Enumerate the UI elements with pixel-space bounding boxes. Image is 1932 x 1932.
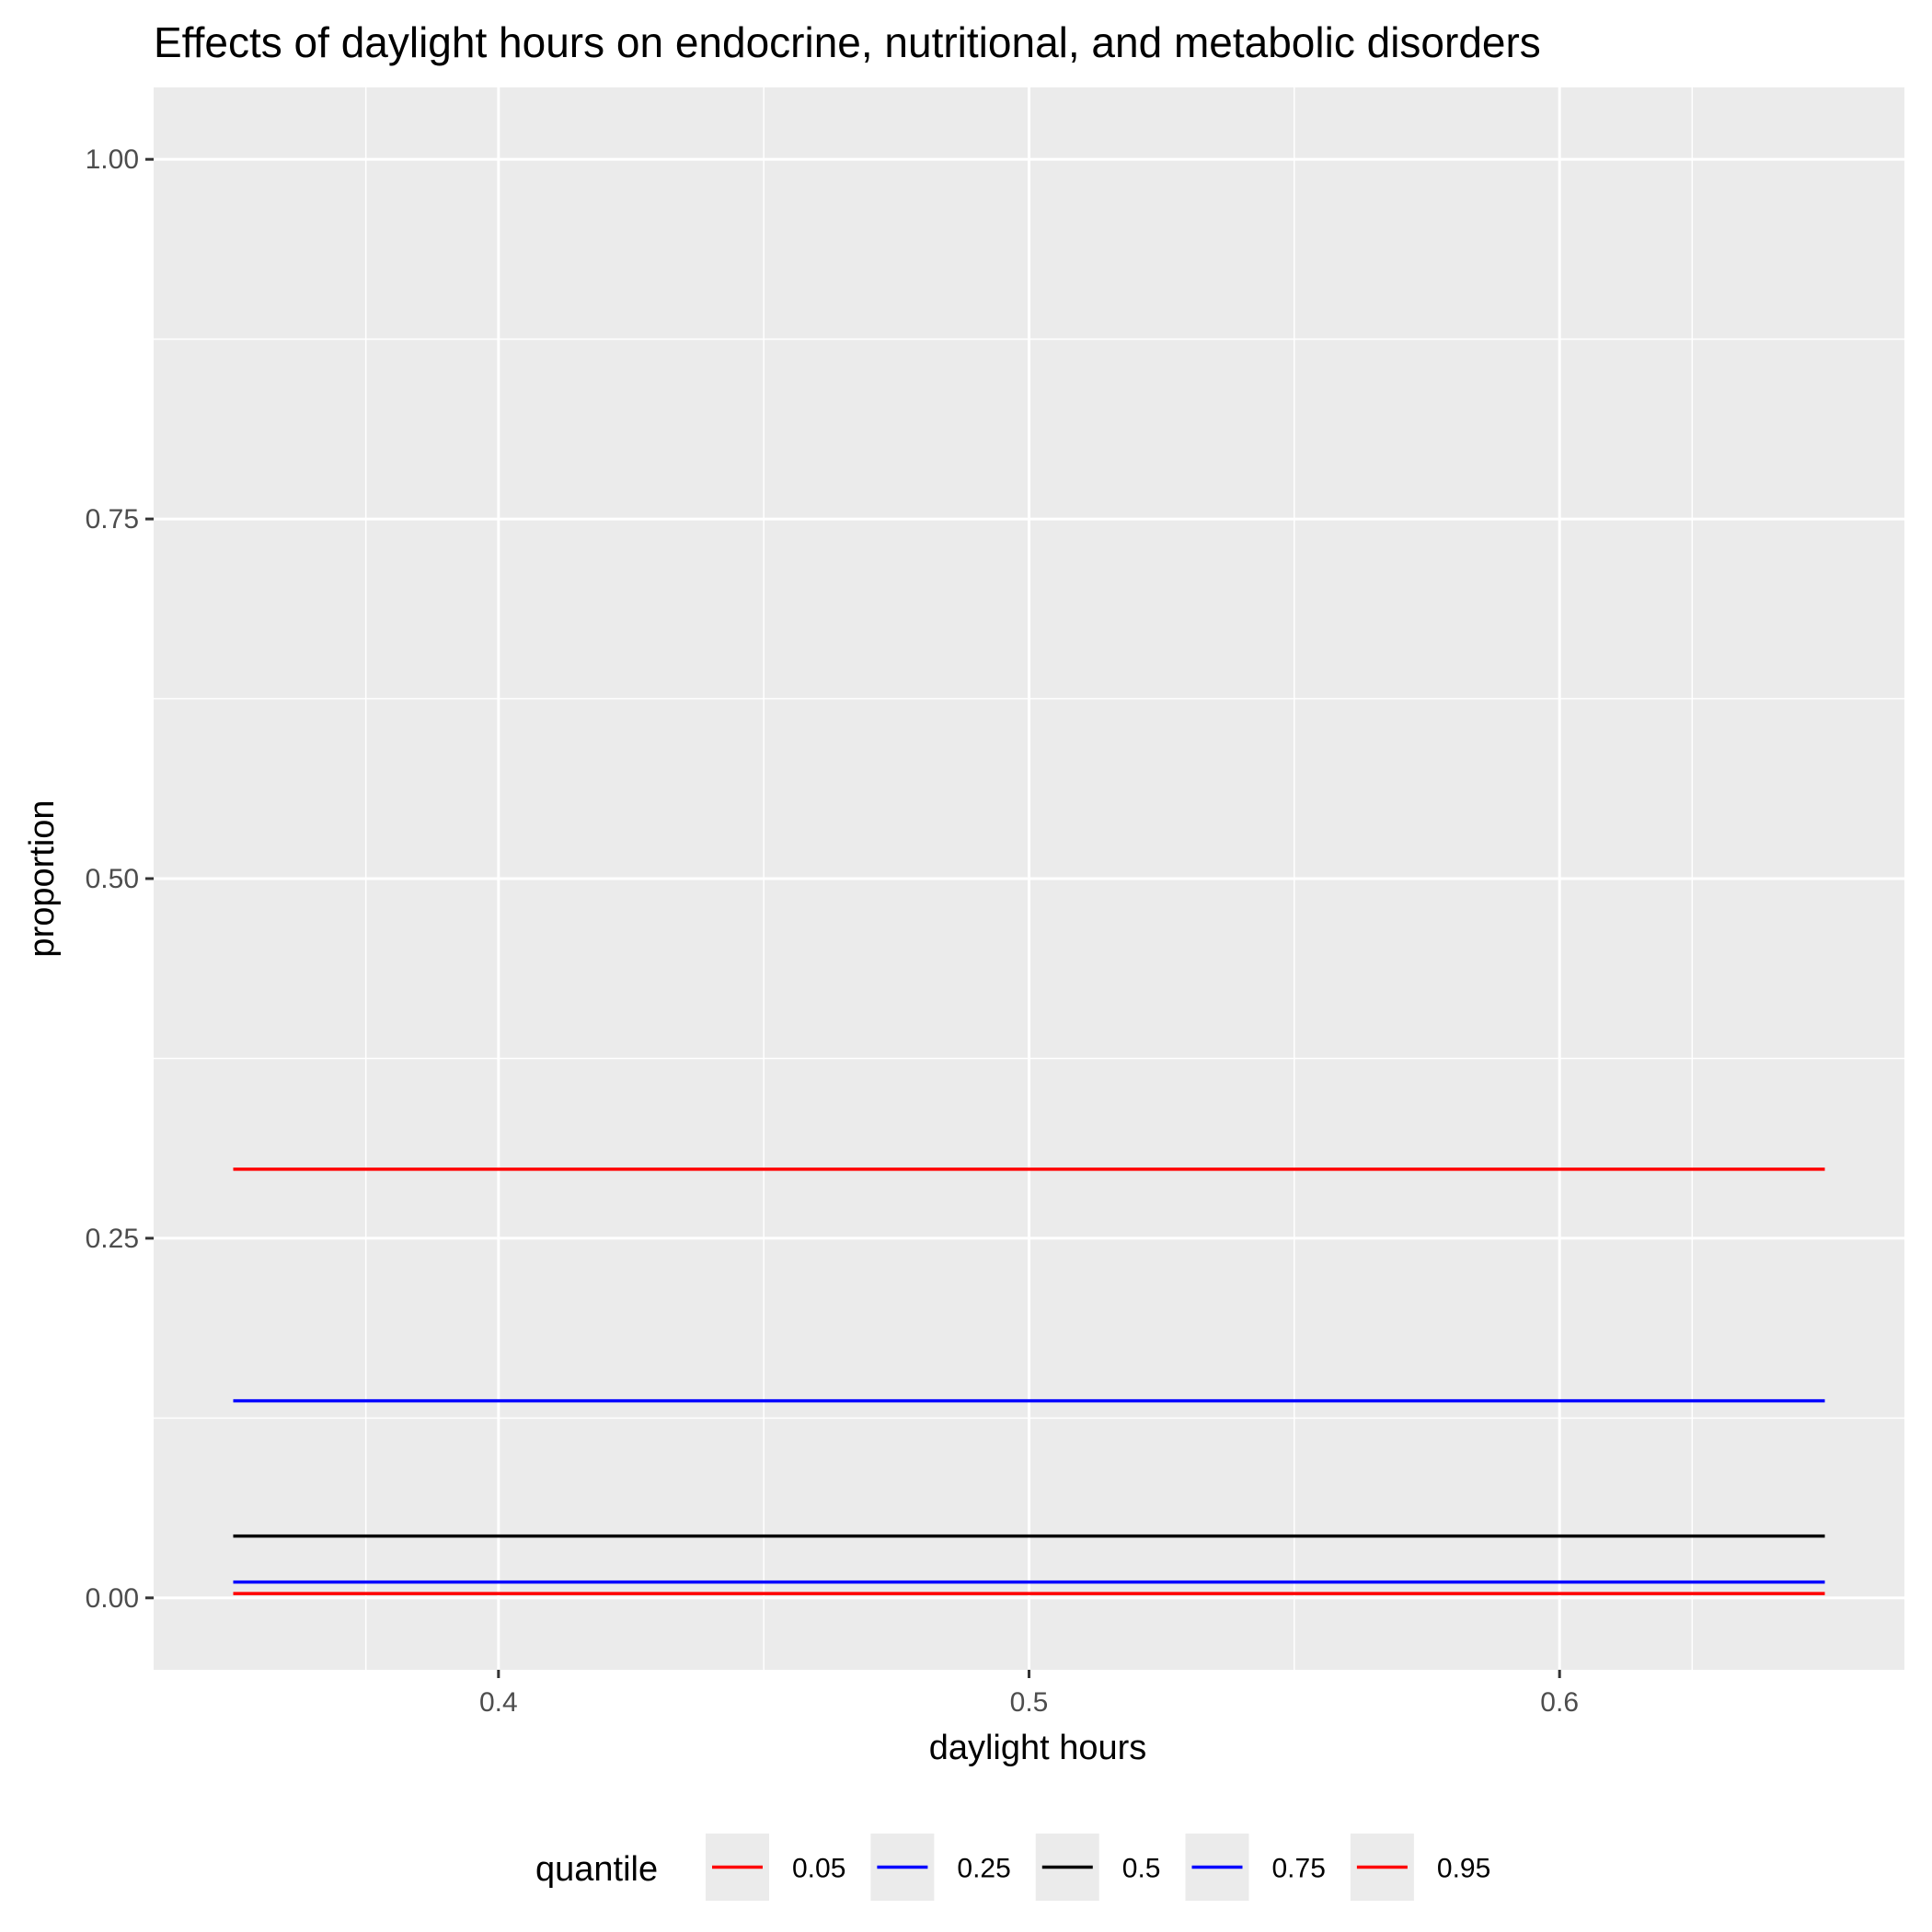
y-tick-label: 1.00 <box>86 144 139 175</box>
y-tick-label: 0.50 <box>86 864 139 894</box>
legend-label-0.95: 0.95 <box>1437 1854 1490 1884</box>
y-axis-title: proportion <box>23 799 62 957</box>
grid-lines <box>154 87 1904 1670</box>
x-tick-label: 0.5 <box>1010 1687 1049 1718</box>
series-lines <box>233 1167 1825 1595</box>
chart-title: Effects of daylight hours on endocrine, … <box>154 18 1541 66</box>
x-tick-label: 0.6 <box>1540 1687 1579 1718</box>
legend: quantile 0.05 0.25 0.5 0.75 0.95 <box>535 1834 1490 1901</box>
legend-label-0.5: 0.5 <box>1122 1854 1161 1884</box>
y-tick-label: 0.25 <box>86 1224 139 1254</box>
legend-label-0.05: 0.05 <box>792 1854 845 1884</box>
x-axis-title: daylight hours <box>929 1729 1147 1767</box>
y-tick-label: 0.00 <box>86 1583 139 1614</box>
y-tick-label: 0.75 <box>86 504 139 535</box>
axes: 0.00 0.25 0.50 0.75 1.00 0.4 0.5 0.6 <box>86 144 1579 1718</box>
legend-label-0.25: 0.25 <box>957 1854 1010 1884</box>
x-tick-label: 0.4 <box>479 1687 518 1718</box>
legend-label-0.75: 0.75 <box>1272 1854 1326 1884</box>
legend-title: quantile <box>535 1850 658 1889</box>
